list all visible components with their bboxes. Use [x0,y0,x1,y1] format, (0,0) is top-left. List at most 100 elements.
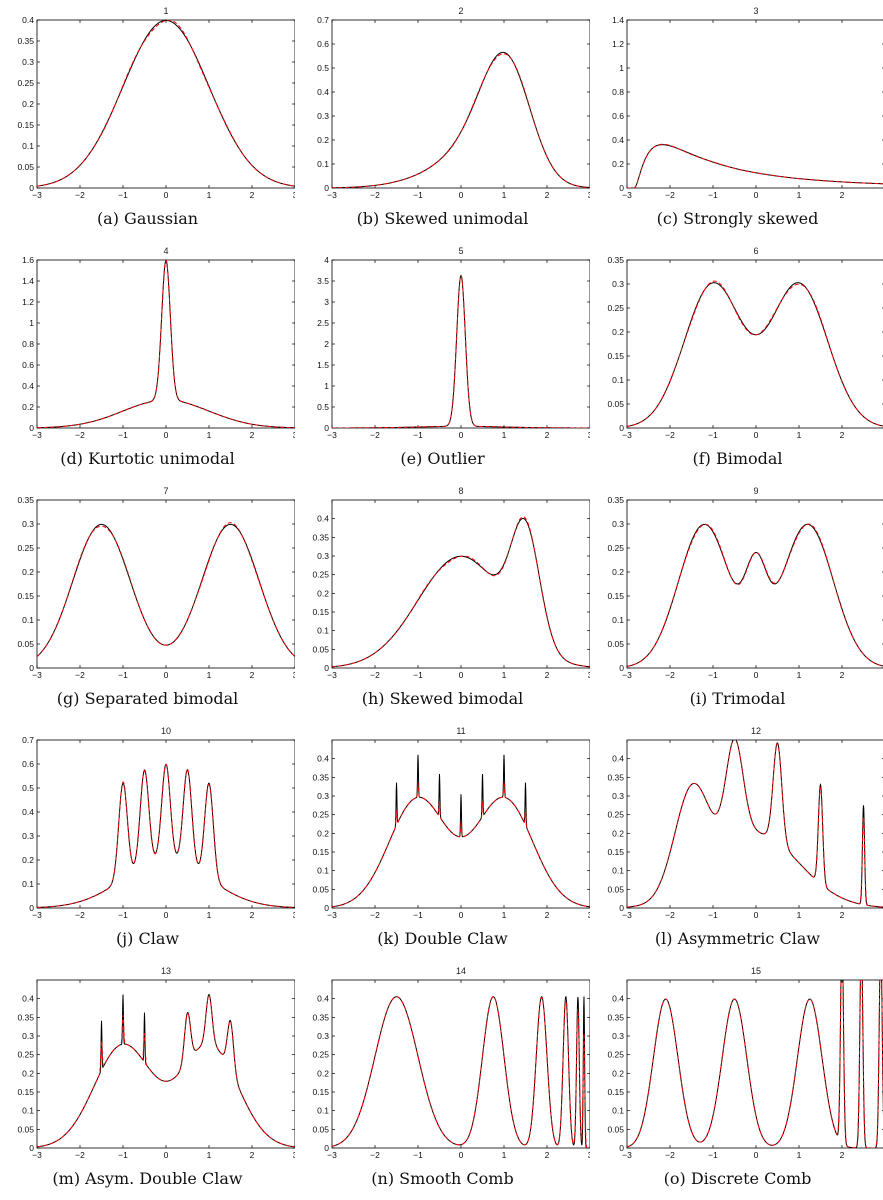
x-tick-label: 2 [250,430,255,440]
x-tick-label: −1 [413,670,423,680]
x-tick-label: 2 [545,1150,550,1160]
x-tick-label: 1 [502,1150,507,1160]
y-tick-label: 0 [29,423,34,433]
series-estimate-line [37,260,295,428]
chart-title: 5 [458,246,463,256]
series-true-density-line [627,740,883,908]
panel-caption: (l) Asymmetric Claw [654,929,821,948]
chart-title: 8 [458,486,463,496]
chart-svg-p11: 11−3−2−1012300.050.10.150.20.250.30.350.… [312,726,592,920]
panel-caption: (k) Double Claw [377,929,508,948]
x-tick-label: −3 [32,430,42,440]
chart-svg-p15: 15 −3 −2 −1 0 1 2 0 0.05 0.1 0.15 0.2 0.25 0.3 0.35 0.4 [607,966,883,1160]
y-tick-label: 0.35 [312,1012,329,1022]
x-tick-label: 1 [797,910,802,920]
series-estimate-line [332,782,590,908]
y-tick-label: 0.2 [612,567,624,577]
chart-title: 4 [163,246,168,256]
panel-p4: 4−3−2−1012300.20.40.60.811.21.41.6(d) Ku… [0,240,297,480]
x-tick-label: −1 [413,430,423,440]
x-tick-label: −3 [327,430,337,440]
y-tick-label: 0.35 [607,495,624,505]
y-tick-label: 0.25 [312,1050,329,1060]
chart-title: 12 [751,726,761,736]
x-tick-label: −3 [622,190,632,200]
x-tick-label: −1 [708,430,718,440]
x-tick-label: −2 [75,670,85,680]
y-tick-label: 0.25 [17,1050,34,1060]
series-true-density-line [332,517,590,668]
chart-title: 14 [456,966,466,976]
x-tick-label: −2 [665,910,675,920]
y-tick-label: 0.4 [317,994,329,1004]
x-tick-label: −2 [665,1150,675,1160]
y-tick-label: 0 [29,1143,34,1153]
axes-frame [331,19,591,189]
panel-caption: (g) Separated bimodal [56,689,239,708]
y-tick-label: 0 [29,663,34,673]
x-tick-label: −3 [32,910,42,920]
y-tick-label: 0.5 [22,783,34,793]
panel-p3: 3 −3 −2 −1 0 1 2 0 0.2 0.4 0.6 0.8 1 1.2 1.4 (c) Strong… [590,0,883,240]
x-tick-label: −2 [665,190,675,200]
y-tick-label: 0.3 [22,519,34,529]
series-true-density-line [332,51,590,188]
series-estimate-line [627,143,883,188]
y-tick-label: 0.15 [17,120,34,130]
panel-p6: 6 −3 −2 −1 0 1 2 0 0.05 0.1 0.15 0.2 0.25 0.3 0.35 (f) … [590,240,883,480]
y-tick-label: 0.35 [17,1012,34,1022]
y-tick-label: 0.2 [22,402,34,412]
y-tick-label: 0.35 [607,772,624,782]
y-tick-label: 1.6 [22,255,34,265]
x-tick-label: 2 [545,190,550,200]
y-tick-label: 0.1 [612,615,624,625]
y-tick-label: 0.3 [317,551,329,561]
x-tick-label: 1 [502,190,507,200]
y-tick-label: 0.1 [22,615,34,625]
x-tick-label: 2 [545,670,550,680]
y-tick-label: 0 [619,1143,624,1153]
y-tick-label: 0.5 [317,402,329,412]
panel-caption: (a) Gaussian [96,209,199,228]
panel-p11: 11−3−2−1012300.050.10.150.20.250.30.350.… [295,720,592,960]
axes-frame [36,979,296,1149]
y-tick-label: 0.4 [317,87,329,97]
x-tick-label: 2 [250,910,255,920]
x-tick-label: 0 [164,190,169,200]
y-tick-label: 0.25 [607,810,624,820]
y-tick-label: 0 [324,1143,329,1153]
x-tick-label: −2 [370,1150,380,1160]
y-tick-label: 0.05 [607,399,624,409]
series-estimate-line [627,740,883,908]
axes-frame [626,499,883,669]
y-tick-label: 1.2 [22,297,34,307]
y-tick-label: 0.7 [22,735,34,745]
chart-title: 13 [161,966,171,976]
x-tick-label: 0 [164,430,169,440]
series-estimate-line [627,980,883,1148]
y-tick-label: 0 [29,183,34,193]
x-tick-label: −2 [665,430,675,440]
y-tick-label: 0.3 [22,57,34,67]
x-tick-label: 0 [164,1150,169,1160]
chart-svg-p13: 13−3−2−1012300.050.10.150.20.250.30.350.… [17,966,297,1160]
panel-caption: (e) Outlier [400,449,485,468]
x-tick-label: −3 [32,670,42,680]
chart-title: 3 [753,6,758,16]
x-tick-label: −1 [708,190,718,200]
chart-svg-p1: 1−3−2−1012300.050.10.150.20.250.30.350.4 [17,6,297,200]
y-tick-label: 0.4 [612,135,624,145]
x-tick-label: −1 [708,670,718,680]
x-tick-label: 1 [207,430,212,440]
x-tick-label: 1 [502,430,507,440]
y-tick-label: 0.05 [312,884,329,894]
chart-svg-p2: 2−3−2−1012300.10.20.30.40.50.60.7 [317,6,592,200]
x-tick-label: −3 [622,670,632,680]
series-true-density-line [627,144,883,188]
x-tick-label: −1 [708,910,718,920]
panel-p10: 10−3−2−1012300.10.20.30.40.50.60.7(j) Cl… [0,720,297,960]
y-tick-label: 1 [619,63,624,73]
x-tick-label: 2 [250,670,255,680]
y-tick-label: 0.15 [607,847,624,857]
y-tick-label: 0.3 [612,791,624,801]
